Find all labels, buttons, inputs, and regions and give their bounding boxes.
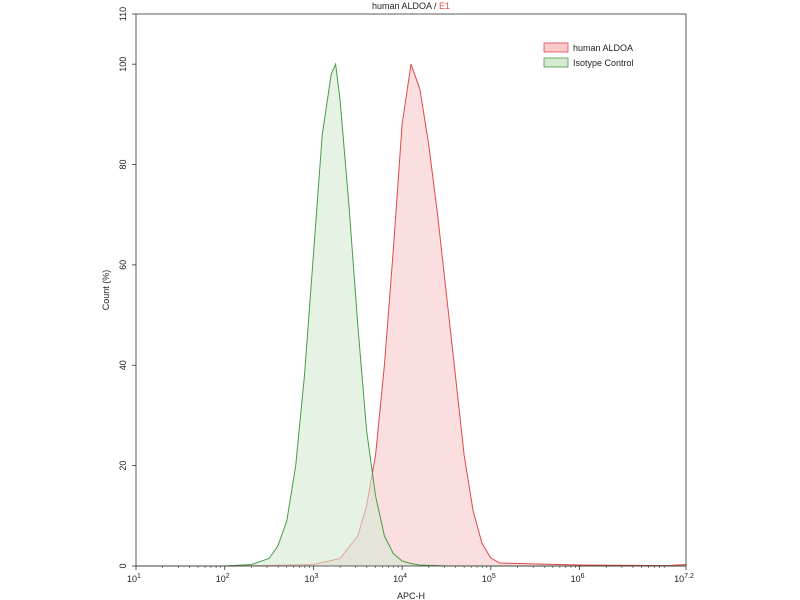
x-tick-label: 103	[304, 573, 318, 584]
x-tick-label: 102	[216, 573, 230, 584]
y-tick-label: 80	[118, 159, 128, 169]
y-axis-label: Count (%)	[101, 270, 111, 311]
x-tick-label: 105	[482, 573, 496, 584]
legend-label-human-aldoa: human ALDOA	[573, 43, 633, 53]
chart-title-sample: E1	[439, 1, 450, 11]
y-axis: 0 20 40 60 80 100 110	[118, 7, 136, 569]
x-tick-label: 106	[571, 573, 585, 584]
y-tick-label: 20	[118, 461, 128, 471]
series-layer	[136, 62, 687, 567]
x-axis: 101 102 103 104 105 106 107.2	[127, 566, 694, 584]
y-tick-label: 110	[118, 7, 128, 21]
series-area-0	[136, 64, 686, 566]
x-tick-label: 107.2	[674, 573, 694, 584]
y-tick-label: 60	[118, 260, 128, 270]
legend-swatch-human-aldoa	[543, 42, 569, 53]
legend-label-isotype-control: Isotype Control	[573, 58, 634, 68]
x-tick-label: 104	[393, 573, 407, 584]
chart-title-marker: human ALDOA	[372, 1, 432, 11]
legend-swatch-isotype-control	[543, 57, 569, 68]
y-tick-label: 0	[118, 563, 128, 568]
x-axis-label: APC-H	[397, 591, 425, 600]
legend: human ALDOA Isotype Control	[543, 42, 634, 68]
chart-title: human ALDOA / E1	[372, 1, 450, 11]
x-tick-label: 101	[127, 573, 141, 584]
plot-frame	[135, 13, 687, 567]
series-line-1	[136, 62, 686, 567]
y-tick-label: 100	[118, 57, 128, 72]
chart-title-separator: /	[432, 1, 440, 11]
y-tick-label: 40	[118, 360, 128, 370]
